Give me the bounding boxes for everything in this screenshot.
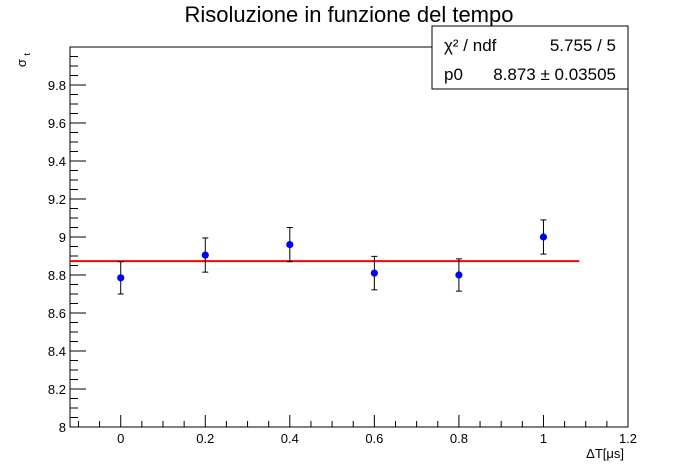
stats-box: χ² / ndf 5.755 / 5 p0 8.873 ± 0.03505: [431, 25, 629, 90]
data-point: [117, 274, 125, 282]
x-axis-ticks: 0 0.2 0.4 0.6 0.8 1 1.2: [77, 415, 637, 446]
y-tick-label: 8.2: [48, 382, 66, 397]
data-point: [539, 233, 548, 241]
data-point: [286, 241, 294, 249]
y-tick-label: 9.6: [48, 116, 66, 131]
y-axis-ticks: 8 8.2 8.4 8.6 8.8 9 9.2 9.4 9.6 9.8: [48, 46, 86, 435]
x-tick-label: 0.2: [196, 431, 214, 446]
y-tick-label: 9.4: [48, 154, 66, 169]
data-points-layer: [117, 219, 548, 295]
y-axis-label-main: σ: [14, 59, 29, 67]
svg-text:σ t: σ t: [14, 53, 32, 68]
y-tick-label: 8.4: [48, 344, 66, 359]
stats-label-p0: p0: [444, 65, 463, 84]
y-axis-label: σ t: [14, 53, 32, 68]
data-point: [455, 271, 463, 279]
y-tick-label: 8.8: [48, 268, 66, 283]
y-axis-label-sub: t: [22, 53, 32, 56]
stats-value-p0: 8.873 ± 0.03505: [493, 65, 616, 84]
x-tick-label: 0: [117, 431, 124, 446]
x-tick-label: 0.4: [281, 431, 299, 446]
x-axis-label: ΔT[μs]: [586, 446, 624, 461]
x-tick-label: 0.6: [365, 431, 383, 446]
y-tick-label: 9.8: [48, 78, 66, 93]
data-point: [201, 251, 209, 259]
chart-title: Risoluzione in funzione del tempo: [185, 2, 514, 27]
stats-label-chi2: χ² / ndf: [444, 36, 497, 55]
stats-box-frame: [431, 25, 629, 90]
x-tick-label: 0.8: [450, 431, 468, 446]
data-point: [370, 269, 378, 277]
y-tick-label: 8: [59, 420, 66, 435]
y-tick-label: 9.2: [48, 192, 66, 207]
y-tick-label: 9: [59, 230, 66, 245]
stats-value-chi2: 5.755 / 5: [550, 36, 616, 55]
y-tick-label: 8.6: [48, 306, 66, 321]
x-tick-label: 1.2: [619, 431, 637, 446]
x-tick-label: 1: [540, 431, 547, 446]
